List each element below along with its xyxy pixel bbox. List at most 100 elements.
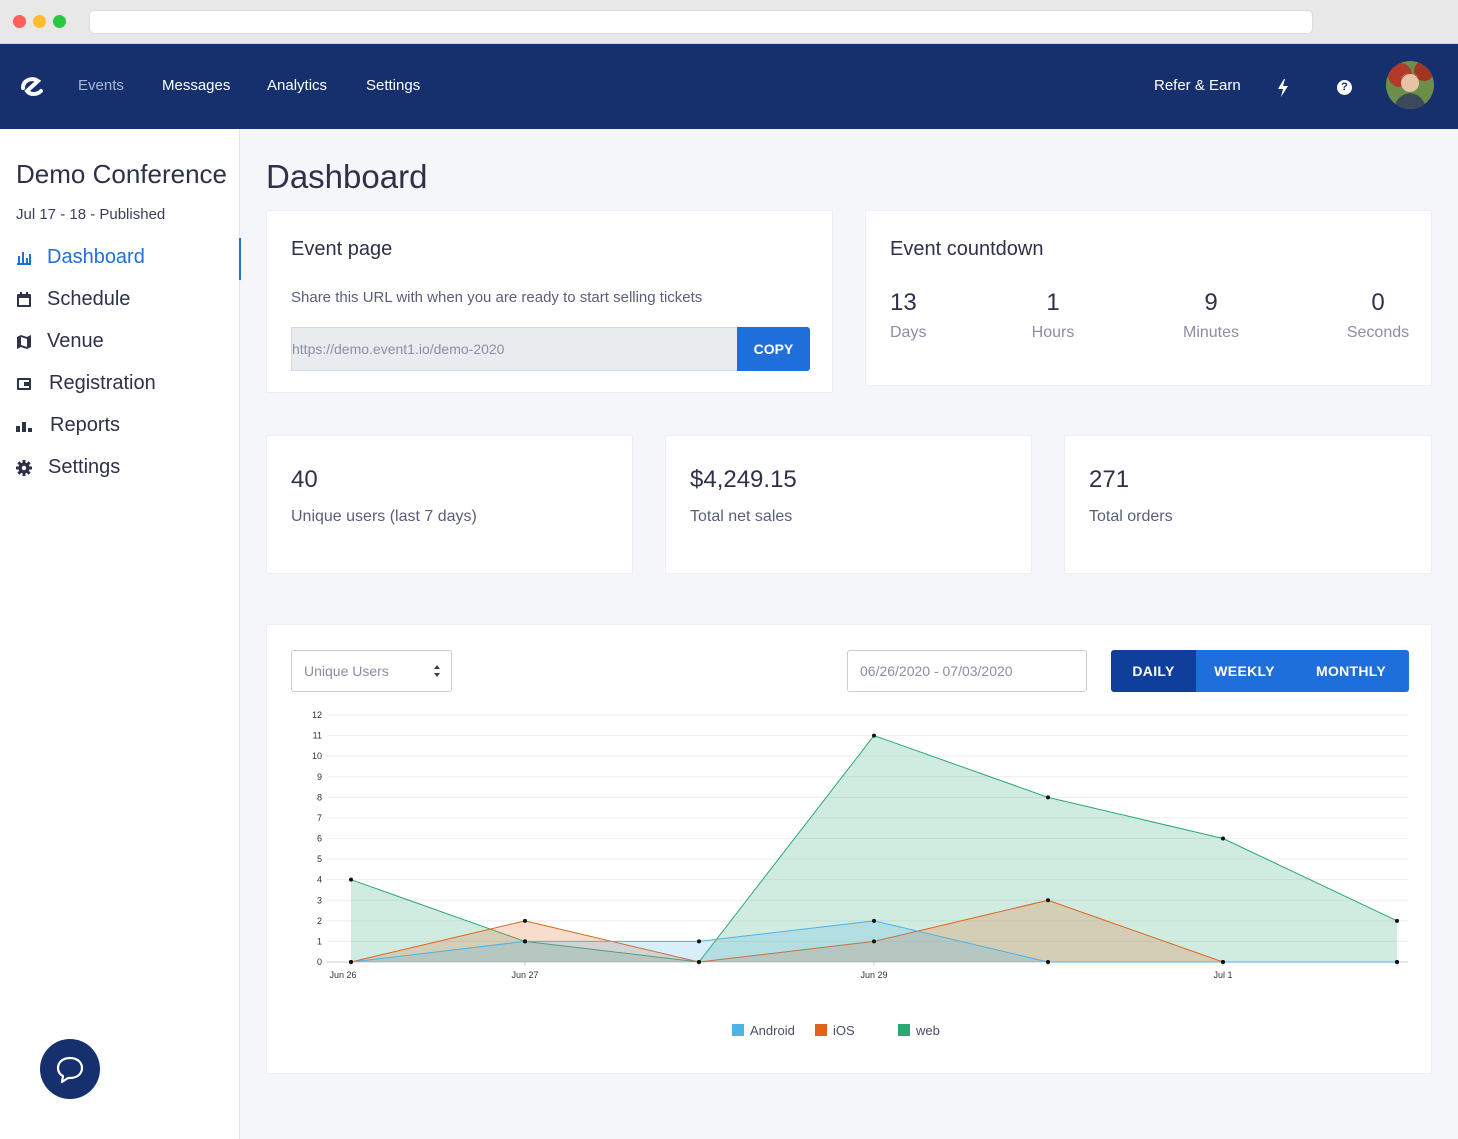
data-point-ios [697,960,701,964]
nav-analytics[interactable]: Analytics [267,77,328,94]
countdown-minutes-label: Minutes [1182,324,1240,341]
sidebar-item-settings[interactable]: Settings [0,450,240,486]
sidebar-item-dashboard[interactable]: Dashboard [0,238,241,280]
legend-item-android[interactable]: Android [732,1023,795,1038]
y-tick-label: 4 [317,875,322,885]
bolt-icon[interactable] [1276,79,1290,97]
legend-item-ios[interactable]: iOS [815,1023,855,1038]
legend-label: iOS [833,1023,855,1038]
sidebar-item-label: Registration [49,372,156,394]
chat-icon [56,1056,84,1084]
sidebar-item-reports[interactable]: Reports [0,408,240,444]
area-ios [351,900,1397,962]
period-daily-button[interactable]: DAILY [1111,650,1196,692]
data-point-android [697,939,701,944]
y-tick-label: 10 [312,751,322,761]
x-tick-label: Jun 29 [860,970,887,980]
stat-value: 40 [291,466,318,493]
countdown-hours-label: Hours [1031,324,1075,341]
event-url-field[interactable]: https://demo.event1.io/demo-2020 [291,327,737,371]
nav-messages[interactable]: Messages [162,77,231,94]
reports-icon [16,422,32,432]
bar-chart-icon [17,252,31,265]
legend-swatch [815,1024,827,1036]
refer-earn-link[interactable]: Refer & Earn [1154,77,1241,94]
card-title: Event countdown [890,238,1044,260]
help-icon[interactable]: ? [1337,80,1352,95]
area-web [351,735,1397,962]
countdown-days-value: 13 [890,289,917,316]
period-weekly-button[interactable]: WEEKLY [1196,650,1293,692]
legend-swatch [732,1024,744,1036]
event1-logo-icon[interactable] [18,74,46,100]
card-title: Event page [291,238,393,260]
stat-label: Total net sales [690,508,793,525]
y-tick-label: 12 [312,710,322,720]
data-point-web [349,877,353,882]
nav-events[interactable]: Events [78,77,124,94]
y-tick-label: 7 [317,813,322,823]
sidebar-item-registration[interactable]: Registration [0,366,240,402]
data-point-android [872,918,876,923]
stat-value: 271 [1089,466,1130,493]
y-tick-label: 11 [313,731,322,741]
stat-card-net-sales: $4,249.15 Total net sales [665,435,1032,574]
metric-select[interactable]: Unique Users [291,650,452,692]
metric-select-value: Unique Users [304,663,389,679]
chat-launcher[interactable] [40,1039,100,1099]
y-tick-label: 2 [317,916,322,926]
y-tick-label: 5 [317,854,322,864]
countdown-seconds-label: Seconds [1346,324,1410,341]
x-tick-label: Jul 1 [1213,970,1232,980]
stat-label: Unique users (last 7 days) [291,508,477,525]
legend-item-web[interactable]: web [898,1023,940,1038]
x-tick-label: Jun 26 [329,970,356,980]
copy-button[interactable]: COPY [737,327,810,371]
browser-chrome [0,0,1458,44]
card-description: Share this URL with when you are ready t… [291,289,703,306]
select-arrows-icon [434,665,440,677]
maximize-window-button[interactable] [53,15,66,28]
sidebar-item-schedule[interactable]: Schedule [0,282,240,318]
legend-label: web [916,1023,940,1038]
map-icon [17,335,31,349]
page-title: Dashboard [266,158,428,195]
sidebar-item-label: Reports [50,414,121,436]
sidebar-item-label: Settings [48,456,121,478]
data-point-android [349,960,353,964]
stat-card-total-orders: 271 Total orders [1064,435,1432,574]
nav-settings[interactable]: Settings [366,77,421,94]
data-point-ios [1046,898,1050,903]
date-range-input[interactable]: 06/26/2020 - 07/03/2020 [847,650,1087,692]
stat-card-unique-users: 40 Unique users (last 7 days) [266,435,633,574]
minimize-window-button[interactable] [33,15,46,28]
y-tick-label: 0 [317,957,322,967]
stat-value: $4,249.15 [690,466,797,493]
sidebar-item-venue[interactable]: Venue [0,324,240,360]
close-window-button[interactable] [13,15,26,28]
period-monthly-button[interactable]: MONTHLY [1293,650,1409,692]
countdown-hours-value: 1 [1046,289,1060,316]
gear-icon [16,460,32,476]
event-meta: Jul 17 - 18 - Published [16,206,166,223]
countdown-seconds-value: 0 [1371,289,1385,316]
legend-label: Android [750,1023,795,1038]
data-point-ios [872,939,876,944]
chart-card: Unique Users 06/26/2020 - 07/03/2020 DAI… [266,624,1432,1074]
y-tick-label: 9 [317,772,322,782]
data-point-web [1221,836,1225,841]
user-avatar[interactable] [1386,61,1434,109]
legend-swatch [898,1024,910,1036]
y-tick-label: 6 [317,834,322,844]
y-tick-label: 1 [317,936,322,946]
countdown-days-label: Days [890,324,927,341]
top-nav: Events Messages Analytics Settings Refer… [0,44,1458,129]
address-bar[interactable] [89,10,1313,34]
wallet-icon [17,378,31,390]
sidebar: Demo Conference Jul 17 - 18 - Published … [0,129,241,1139]
event-page-card: Event page Share this URL with when you … [266,210,833,393]
y-tick-label: 3 [317,895,322,905]
y-tick-label: 8 [317,792,322,802]
data-point-ios [523,918,527,923]
